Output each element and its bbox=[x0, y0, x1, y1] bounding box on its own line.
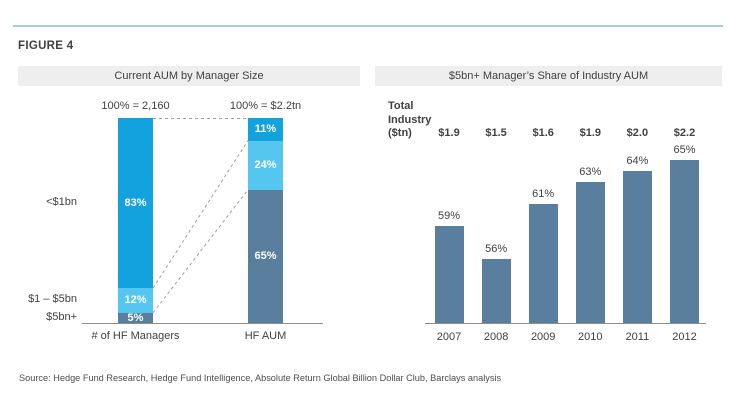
figure-label: FIGURE 4 bbox=[18, 40, 74, 52]
bar-percent-label: 56% bbox=[485, 243, 508, 256]
segment-value-label: 5% bbox=[127, 311, 144, 324]
row-label--5bn-: $5bn+ bbox=[46, 310, 77, 323]
share-bar-2011 bbox=[622, 171, 652, 323]
segment-value-label: 12% bbox=[124, 294, 147, 307]
total-industry-header-line: ($tn) bbox=[388, 127, 412, 139]
stacked-segment--1bn: 83% bbox=[118, 118, 153, 289]
year-label: 2010 bbox=[578, 331, 603, 343]
bar-percent-label: 65% bbox=[673, 144, 696, 157]
bar-percent-label: 64% bbox=[626, 155, 649, 168]
bar-percent-label: 61% bbox=[532, 188, 555, 201]
row-label--1bn: <$1bn bbox=[46, 196, 77, 209]
total-industry-value: $1.6 bbox=[532, 127, 554, 139]
x-axis-category-label: HF AUM bbox=[244, 330, 287, 342]
share-bar-2012 bbox=[670, 160, 699, 323]
share-bar-2007 bbox=[434, 226, 464, 323]
segment-value-label: 11% bbox=[254, 123, 277, 135]
stacked-segment--5bn-: 65% bbox=[248, 189, 283, 323]
year-label: 2011 bbox=[625, 331, 650, 343]
column-total-label: 100% = 2,160 bbox=[101, 100, 170, 112]
segment-value-label: 24% bbox=[254, 158, 277, 171]
share-bar-2009 bbox=[528, 204, 558, 323]
segment-value-label: 83% bbox=[124, 197, 147, 209]
year-label: 2007 bbox=[436, 331, 462, 343]
share-bar-2008 bbox=[481, 259, 511, 323]
total-industry-value: $2.0 bbox=[626, 127, 649, 139]
left-x-axis-line bbox=[82, 323, 323, 324]
row-label--1-5bn: $1 – $5bn bbox=[28, 293, 77, 306]
total-industry-value: $1.5 bbox=[485, 127, 507, 139]
stacked-segment--1-5bn: 24% bbox=[248, 140, 283, 190]
stacked-segment--5bn-: 5% bbox=[118, 311, 153, 324]
total-industry-value: $1.9 bbox=[438, 127, 460, 139]
stacked-segment--1bn: 11% bbox=[248, 118, 283, 141]
year-label: 2012 bbox=[672, 331, 697, 343]
total-industry-header-line: Total bbox=[388, 100, 414, 112]
column-total-label: 100% = $2.2tn bbox=[229, 100, 302, 112]
dashed-connector-line bbox=[152, 189, 249, 314]
right-panel-title: $5bn+ Manager’s Share of Industry AUM bbox=[375, 66, 722, 86]
segment-value-label: 65% bbox=[254, 249, 277, 262]
total-industry-value: $2.2 bbox=[673, 127, 696, 139]
top-rule bbox=[13, 25, 723, 27]
total-industry-value: $1.9 bbox=[579, 127, 601, 139]
dashed-connector-line bbox=[152, 140, 249, 289]
total-industry-header-line: Industry bbox=[388, 113, 432, 126]
bar-percent-label: 59% bbox=[437, 210, 461, 223]
x-axis-category-label: # of HF Managers bbox=[91, 330, 180, 342]
bar-percent-label: 63% bbox=[579, 166, 602, 179]
source-note: Source: Hedge Fund Research, Hedge Fund … bbox=[19, 373, 502, 383]
left-panel-title: Current AUM by Manager Size bbox=[18, 66, 360, 86]
year-label: 2008 bbox=[483, 331, 509, 343]
stacked-segment--1-5bn: 12% bbox=[118, 288, 153, 313]
right-x-axis-line bbox=[425, 323, 706, 324]
year-label: 2009 bbox=[530, 331, 556, 343]
share-bar-2010 bbox=[575, 182, 605, 323]
